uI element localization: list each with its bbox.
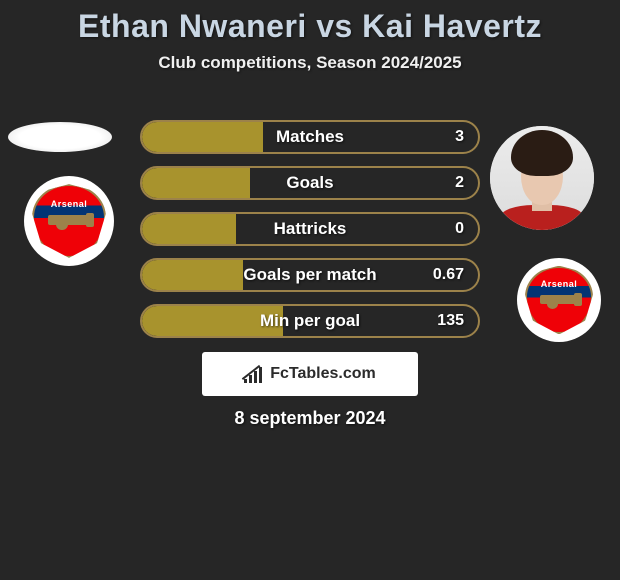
stat-row: Matches 3 [140,120,480,154]
stats-list: Matches 3 Goals 2 Hattricks 0 Goals per match 0… [140,120,480,350]
player-left-club-crest: Arsenal [24,176,114,266]
player-left-avatar [8,122,112,152]
stat-label: Goals [286,173,333,193]
crest-label: Arsenal [51,199,88,209]
stat-value: 135 [437,312,464,330]
player-right-avatar [490,126,594,230]
date-label: 8 september 2024 [0,408,620,429]
stat-value: 3 [455,128,464,146]
stat-label: Min per goal [260,311,360,331]
arsenal-crest-icon: Arsenal [32,184,106,258]
stat-label: Matches [276,127,344,147]
page-title: Ethan Nwaneri vs Kai Havertz [0,0,620,45]
cannon-icon [540,295,579,304]
stat-row: Goals per match 0.67 [140,258,480,292]
player-right-club-crest: Arsenal [517,258,601,342]
cannon-icon [48,215,90,225]
bar-chart-icon [244,365,264,383]
stat-fill [142,122,263,152]
stat-value: 0.67 [433,266,464,284]
subtitle: Club competitions, Season 2024/2025 [0,53,620,73]
portrait-icon [490,126,594,230]
stat-label: Hattricks [274,219,347,239]
brand-badge[interactable]: FcTables.com [202,352,418,396]
stat-value: 0 [455,220,464,238]
brand-label: FcTables.com [270,365,376,383]
arsenal-crest-icon: Arsenal [525,266,594,335]
stat-label: Goals per match [243,265,376,285]
stat-fill [142,260,243,290]
stat-fill [142,214,236,244]
stat-row: Goals 2 [140,166,480,200]
stat-row: Hattricks 0 [140,212,480,246]
stat-value: 2 [455,174,464,192]
stat-fill [142,168,250,198]
crest-label: Arsenal [541,279,578,289]
comparison-card: Ethan Nwaneri vs Kai Havertz Club compet… [0,0,620,580]
stat-row: Min per goal 135 [140,304,480,338]
